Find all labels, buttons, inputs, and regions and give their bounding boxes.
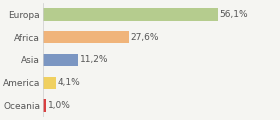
Text: 1,0%: 1,0% (48, 101, 71, 110)
Bar (43, 99, 46, 112)
Text: 4,1%: 4,1% (57, 78, 80, 87)
Bar (43, 77, 56, 89)
Text: 11,2%: 11,2% (80, 55, 108, 64)
Bar (43, 31, 129, 43)
Bar (43, 8, 218, 21)
Bar (43, 54, 78, 66)
Text: 56,1%: 56,1% (220, 10, 248, 19)
Text: 27,6%: 27,6% (131, 33, 159, 42)
